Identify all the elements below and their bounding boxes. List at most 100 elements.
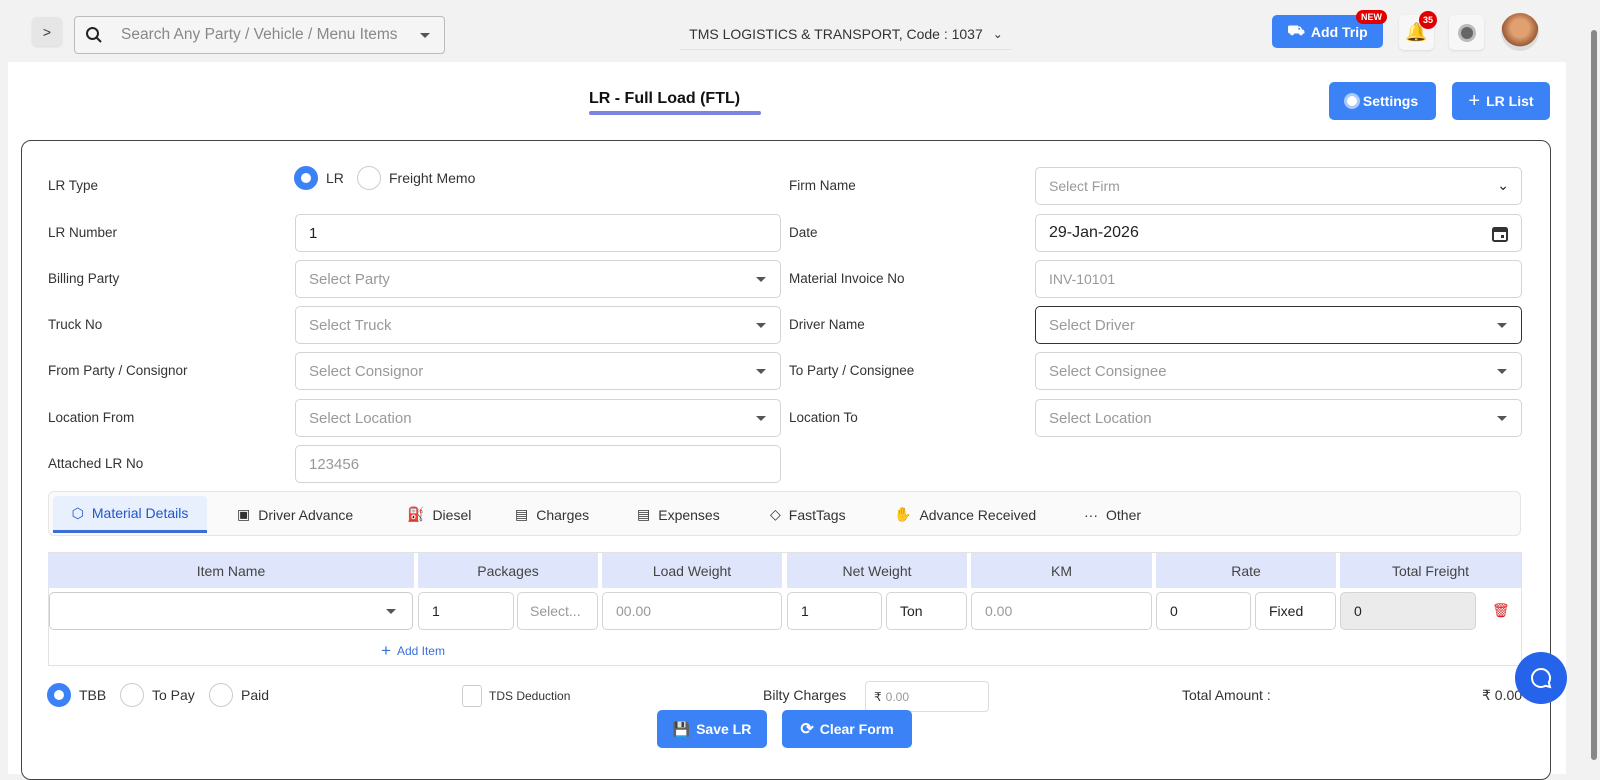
- radio-unselected[interactable]: [357, 166, 381, 190]
- net-weight-unit-select[interactable]: Ton: [886, 592, 967, 630]
- add-item-button[interactable]: + Add Item: [381, 641, 445, 661]
- tab-driver-advance[interactable]: ▣ Driver Advance: [237, 496, 353, 533]
- km-input[interactable]: 0.00: [971, 592, 1152, 630]
- invoice-input[interactable]: INV-10101: [1035, 260, 1522, 298]
- truck-label: Truck No: [48, 317, 103, 332]
- value: 0: [1354, 603, 1362, 619]
- chevron-right-icon: >: [42, 23, 52, 40]
- chat-button[interactable]: [1515, 652, 1567, 704]
- avatar[interactable]: [1501, 13, 1539, 51]
- tab-label: Material Details: [91, 505, 189, 521]
- lr-number-label: LR Number: [48, 225, 118, 240]
- save-lr-button[interactable]: 💾 Save LR: [657, 710, 767, 748]
- add-item-label: Add Item: [396, 644, 445, 658]
- caret-icon: [756, 323, 766, 328]
- lr-type-radio-freight-memo[interactable]: Freight Memo: [357, 166, 475, 190]
- tab-label: FastTags: [788, 506, 846, 523]
- date-input[interactable]: 29-Jan-2026: [1035, 214, 1522, 252]
- firm-select[interactable]: Select Firm ⌄: [1035, 167, 1522, 205]
- pay-radio-tbb[interactable]: TBB: [47, 683, 106, 707]
- lr-list-button[interactable]: + LR List: [1452, 82, 1550, 120]
- radio-selected[interactable]: [47, 683, 71, 707]
- driver-label: Driver Name: [789, 317, 865, 332]
- value: Fixed: [1269, 603, 1304, 619]
- trash-icon[interactable]: 🗑: [1492, 602, 1510, 618]
- load-weight-input[interactable]: 00.00: [602, 592, 782, 630]
- radio-unselected[interactable]: [120, 683, 144, 707]
- tds-checkbox[interactable]: TDS Deduction: [462, 685, 570, 707]
- column-header: Rate: [1156, 553, 1336, 588]
- consignor-select[interactable]: Select Consignor: [295, 352, 781, 390]
- company-name: TMS LOGISTICS & TRANSPORT, Code : 1037: [689, 25, 983, 42]
- lr-list-label: LR List: [1486, 93, 1534, 109]
- location-to-select[interactable]: Select Location: [1035, 399, 1522, 437]
- packages-input[interactable]: 1: [418, 592, 514, 630]
- save-icon: 💾: [672, 720, 691, 737]
- search-input[interactable]: Search Any Party / Vehicle / Menu Items: [74, 16, 445, 54]
- placeholder: 0.00: [885, 689, 909, 704]
- bilty-charges-input[interactable]: ₹0.00: [865, 681, 989, 712]
- attached-lr-input[interactable]: 123456: [295, 445, 781, 483]
- placeholder: Select Consignee: [1049, 362, 1167, 380]
- caret-icon: [1497, 416, 1507, 421]
- radio-label: TBB: [79, 687, 107, 703]
- radio-unselected[interactable]: [209, 683, 233, 707]
- placeholder: 00.00: [616, 603, 652, 619]
- material-table: [48, 552, 1522, 666]
- item-name-select[interactable]: [49, 592, 413, 630]
- tab-material-details[interactable]: ⬡ Material Details: [53, 496, 207, 533]
- lr-type-label: LR Type: [48, 178, 99, 193]
- calendar-icon[interactable]: [1491, 225, 1509, 243]
- clear-label: Clear Form: [819, 721, 894, 737]
- truck-select[interactable]: Select Truck: [295, 306, 781, 344]
- column-header: Load Weight: [602, 553, 782, 588]
- consignee-select[interactable]: Select Consignee: [1035, 352, 1522, 390]
- total-amount-value: ₹ 0.00: [1482, 687, 1523, 703]
- company-selector[interactable]: TMS LOGISTICS & TRANSPORT, Code : 1037 ⌄: [680, 18, 1012, 50]
- value: 1: [801, 603, 809, 619]
- clear-form-button[interactable]: ⟳ Clear Form: [782, 710, 912, 748]
- settings-button[interactable]: Settings: [1329, 82, 1436, 120]
- tab-charges[interactable]: ▤ Charges: [515, 496, 589, 533]
- gear-icon: [1460, 26, 1473, 39]
- theme-button[interactable]: [1449, 15, 1484, 50]
- lr-number-value: 1: [309, 224, 318, 242]
- chevron-down-icon: ⌄: [1497, 177, 1509, 193]
- driver-select[interactable]: Select Driver: [1035, 306, 1522, 344]
- tab-label: Advance Received: [919, 506, 1037, 523]
- search-icon: [86, 27, 102, 43]
- detail-tabs: ⬡ Material Details ▣ Driver Advance ⛽ Diese…: [48, 491, 1521, 536]
- lr-type-radio-lr[interactable]: LR: [294, 166, 344, 190]
- radio-selected[interactable]: [294, 166, 318, 190]
- placeholder: Select...: [530, 603, 581, 619]
- caret-icon: [386, 609, 396, 614]
- package-unit-select[interactable]: Select...: [517, 592, 598, 630]
- location-from-select[interactable]: Select Location: [295, 399, 781, 437]
- tab-fasttags[interactable]: ◇ FastTags: [770, 496, 846, 533]
- pay-radio-to-pay[interactable]: To Pay: [120, 683, 195, 707]
- billing-party-select[interactable]: Select Party: [295, 260, 781, 298]
- hand-icon: ✋: [894, 506, 912, 522]
- lr-number-input[interactable]: 1: [295, 214, 781, 252]
- tab-expenses[interactable]: ▤ Expenses: [637, 496, 720, 533]
- placeholder: Select Truck: [309, 316, 392, 334]
- tab-other[interactable]: ··· Other: [1084, 496, 1141, 533]
- tab-diesel[interactable]: ⛽ Diesel: [407, 496, 471, 533]
- billing-party-label: Billing Party: [48, 271, 120, 286]
- location-to-label: Location To: [789, 410, 858, 425]
- checkbox[interactable]: [462, 685, 482, 707]
- tab-label: Other: [1106, 506, 1142, 523]
- expand-sidebar-button[interactable]: >: [32, 17, 62, 46]
- tab-advance-received[interactable]: ✋ Advance Received: [894, 496, 1036, 533]
- pay-radio-paid[interactable]: Paid: [209, 683, 269, 707]
- rate-input[interactable]: 0: [1156, 592, 1251, 630]
- gear-icon: [1346, 96, 1357, 106]
- scrollbar[interactable]: [1591, 30, 1597, 760]
- card-icon: ▤: [637, 506, 651, 522]
- radio-label: To Pay: [152, 687, 195, 703]
- settings-label: Settings: [1362, 93, 1419, 109]
- box-icon: ⬡: [71, 504, 84, 521]
- rate-type-select[interactable]: Fixed: [1255, 592, 1336, 630]
- column-header: Total Freight: [1340, 553, 1521, 588]
- net-weight-input[interactable]: 1: [787, 592, 882, 630]
